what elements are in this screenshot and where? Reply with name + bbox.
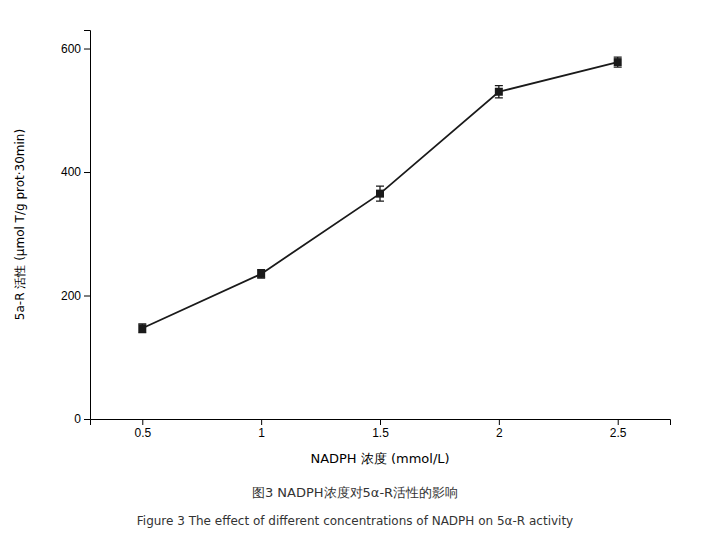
- y-axis-line: [84, 31, 91, 420]
- x-axis-line: [91, 420, 671, 426]
- x-tick-mark: [261, 419, 262, 425]
- x-tick: 0.5: [134, 419, 151, 440]
- marks: [138, 57, 621, 332]
- y-tick: 600: [61, 42, 90, 56]
- y-tick-mark: [84, 296, 90, 297]
- x-tick-label: 1: [258, 426, 265, 440]
- x-tick-mark: [618, 419, 619, 425]
- y-tick: 200: [61, 289, 90, 303]
- error-bar: [257, 270, 265, 279]
- y-tick: 400: [61, 165, 90, 179]
- x-tick-mark: [499, 419, 500, 425]
- error-bar: [138, 324, 146, 333]
- y-tick-label: 600: [61, 42, 81, 56]
- y-axis-title: 5a-R 活性 (μmol T/g prot·30min): [13, 129, 27, 320]
- chart: 0.5 1 1.5 2 2.5 0 200 400 600 NADPH 浓度 (mmol/L) 5a…: [0, 0, 710, 559]
- y-tick-mark: [84, 49, 90, 50]
- x-tick-label: 1.5: [372, 426, 389, 440]
- x-tick-label: 2.5: [610, 426, 627, 440]
- x-axis: 0.5 1 1.5 2 2.5: [91, 419, 671, 440]
- error-bar: [614, 57, 622, 67]
- y-tick-label: 200: [61, 289, 81, 303]
- error-bar: [376, 186, 384, 201]
- x-tick-label: 2: [496, 426, 503, 440]
- error-bar: [495, 86, 503, 98]
- point: [257, 270, 265, 278]
- x-tick: 2: [496, 419, 503, 440]
- point: [495, 88, 503, 96]
- x-tick-mark: [380, 419, 381, 425]
- caption: 图3 NADPH浓度对5α-R活性的影响: [252, 485, 458, 500]
- line: [142, 62, 617, 328]
- point: [376, 190, 384, 198]
- x-tick-mark: [142, 419, 143, 425]
- x-tick: 1.5: [372, 419, 389, 440]
- y-tick-label: 400: [61, 165, 81, 179]
- plot: 0.5 1 1.5 2 2.5 0 200 400 600: [61, 31, 671, 440]
- point: [614, 58, 622, 66]
- x-tick: 1: [258, 419, 265, 440]
- y-tick: 0: [74, 412, 90, 426]
- x-tick-label: 0.5: [134, 426, 151, 440]
- x-tick: 2.5: [610, 419, 627, 440]
- caption: Figure 3 The effect of different concent…: [137, 514, 573, 528]
- y-tick-label: 0: [74, 412, 81, 426]
- y-tick-mark: [84, 419, 90, 420]
- point: [138, 324, 146, 332]
- x-axis-title: NADPH 浓度 (mmol/L): [310, 451, 449, 466]
- y-tick-mark: [84, 172, 90, 173]
- y-axis: 0 200 400 600: [61, 31, 91, 427]
